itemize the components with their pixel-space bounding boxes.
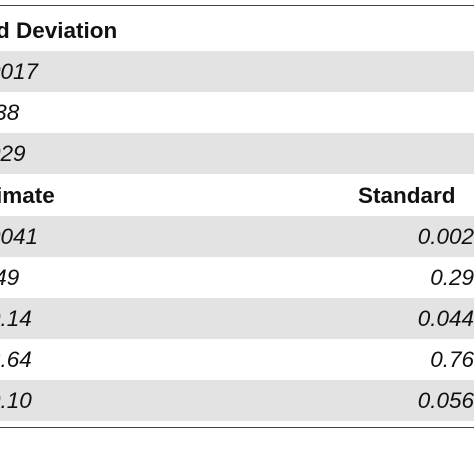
cell-estimate: 0041: [0, 224, 39, 249]
cell-standard-error: 0.76: [430, 347, 474, 372]
cell-standard-error: 0.29: [430, 265, 474, 290]
cell-value: .38: [0, 100, 20, 125]
table-bottom-rule: [0, 427, 474, 428]
column-header-standard: Standard: [358, 183, 456, 208]
table-row: .38: [0, 92, 474, 133]
cell-value: 0017: [0, 59, 39, 84]
table-row: 029: [0, 133, 474, 174]
cell-standard-error: 0.056: [417, 388, 474, 413]
column-header-estimate: imate: [0, 183, 55, 208]
cell-estimate: 0.14: [0, 306, 32, 331]
cell-estimate: .49: [0, 265, 20, 290]
table-header-row: imate Standard: [0, 175, 474, 216]
cell-standard-error: 0.044: [417, 306, 474, 331]
table-row: .49 0.29: [0, 257, 474, 298]
table-row: 2.64 0.76: [0, 339, 474, 380]
table-row: 0017: [0, 51, 474, 92]
table-row: 0041 0.002: [0, 216, 474, 257]
column-header-std-deviation: d Deviation: [0, 18, 118, 43]
cell-value: 029: [0, 141, 26, 166]
table-row: 0.10 0.056: [0, 380, 474, 421]
table-top-rule: [0, 5, 474, 6]
cell-estimate: 0.10: [0, 388, 32, 413]
table-header-row: d Deviation: [0, 10, 474, 51]
cell-estimate: 2.64: [0, 347, 32, 372]
cell-standard-error: 0.002: [417, 224, 474, 249]
table-row: 0.14 0.044: [0, 298, 474, 339]
